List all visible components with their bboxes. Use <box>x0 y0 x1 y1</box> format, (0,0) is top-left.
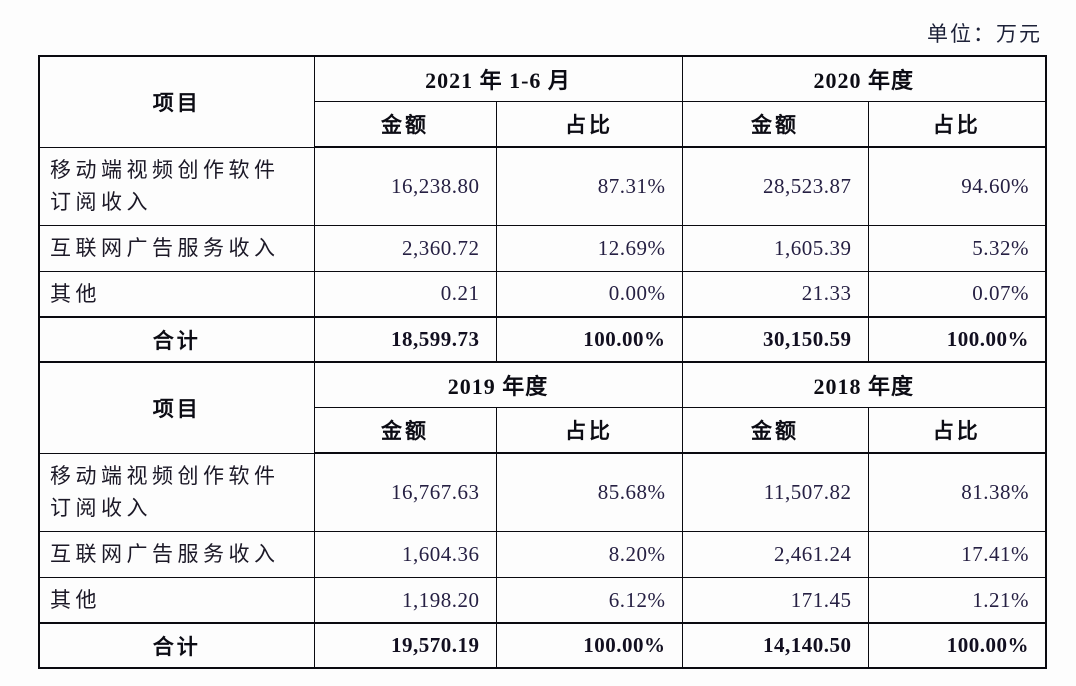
amount-cell: 1,198.20 <box>313 576 497 624</box>
ratio-header-cell: 占比 <box>867 100 1047 148</box>
amount-cell: 18,599.73 <box>313 316 497 364</box>
total-row: 合计 18,599.73 100.00% 30,150.59 100.00% <box>38 316 1047 364</box>
amount-cell: 1,605.39 <box>681 224 869 272</box>
amount-cell: 16,238.80 <box>313 146 497 226</box>
ratio-cell: 8.20% <box>495 530 683 578</box>
period-header-cell: 2019 年度 <box>313 361 683 408</box>
period-header-cell: 2018 年度 <box>681 361 1047 408</box>
row-item-cell: 其他 <box>38 576 315 624</box>
ratio-cell: 100.00% <box>495 316 683 364</box>
ratio-cell: 5.32% <box>867 224 1047 272</box>
table-row: 互联网广告服务收入 2,360.72 12.69% 1,605.39 5.32% <box>38 224 1047 272</box>
ratio-cell: 81.38% <box>867 452 1047 532</box>
row-item-cell: 移动端视频创作软件订阅收入 <box>38 146 315 226</box>
amount-cell: 30,150.59 <box>681 316 869 364</box>
header-row-subcols-1: 金额 占比 金额 占比 <box>39 100 1047 148</box>
table-row: 移动端视频创作软件订阅收入 16,767.63 85.68% 11,507.82… <box>38 452 1047 532</box>
amount-cell: 16,767.63 <box>313 452 497 532</box>
ratio-cell: 100.00% <box>867 622 1047 670</box>
row-item-cell: 移动端视频创作软件订阅收入 <box>38 452 315 532</box>
ratio-cell: 1.21% <box>867 576 1047 624</box>
item-header-cell: 项目 <box>38 55 315 148</box>
amount-cell: 2,461.24 <box>681 530 869 578</box>
row-item-cell: 互联网广告服务收入 <box>38 530 315 578</box>
ratio-cell: 100.00% <box>495 622 683 670</box>
period-header-cell: 2020 年度 <box>681 55 1047 102</box>
ratio-cell: 87.31% <box>495 146 683 226</box>
ratio-cell: 17.41% <box>867 530 1047 578</box>
amount-header-cell: 金额 <box>681 406 869 455</box>
table-row: 移动端视频创作软件订阅收入 16,238.80 87.31% 28,523.87… <box>38 146 1047 226</box>
revenue-breakdown-table: 项目 2021 年 1-6 月 2020 年度 金额 占比 金额 占比 移动端视… <box>38 55 1048 670</box>
total-label-cell: 合计 <box>38 622 315 670</box>
amount-cell: 11,507.82 <box>681 452 869 532</box>
amount-cell: 1,604.36 <box>313 530 497 578</box>
header-row-periods-1: 项目 2021 年 1-6 月 2020 年度 <box>38 55 1047 148</box>
amount-cell: 14,140.50 <box>681 622 869 670</box>
ratio-cell: 12.69% <box>495 224 683 272</box>
header-row-periods-2: 项目 2019 年度 2018 年度 <box>38 361 1047 454</box>
period-header-cell: 2021 年 1-6 月 <box>313 55 683 102</box>
ratio-header-cell: 占比 <box>867 406 1047 455</box>
table-row: 其他 1,198.20 6.12% 171.45 1.21% <box>38 576 1047 624</box>
ratio-cell: 0.00% <box>495 270 683 318</box>
ratio-cell: 85.68% <box>495 452 683 532</box>
amount-cell: 171.45 <box>681 576 869 624</box>
header-row-subcols-2: 金额 占比 金额 占比 <box>39 406 1047 455</box>
total-label-cell: 合计 <box>38 316 315 364</box>
ratio-cell: 0.07% <box>867 270 1047 318</box>
amount-header-cell: 金额 <box>681 100 869 148</box>
table-row: 其他 0.21 0.00% 21.33 0.07% <box>38 270 1047 318</box>
ratio-header-cell: 占比 <box>495 406 683 455</box>
amount-cell: 28,523.87 <box>681 146 869 226</box>
total-row: 合计 19,570.19 100.00% 14,140.50 100.00% <box>38 622 1047 670</box>
amount-cell: 21.33 <box>681 270 869 318</box>
amount-header-cell: 金额 <box>313 406 497 455</box>
item-header-cell: 项目 <box>38 361 315 454</box>
ratio-cell: 100.00% <box>867 316 1047 364</box>
amount-header-cell: 金额 <box>313 100 497 148</box>
unit-label: 单位：万元 <box>927 22 1042 46</box>
row-item-cell: 其他 <box>38 270 315 318</box>
amount-cell: 2,360.72 <box>313 224 497 272</box>
ratio-header-cell: 占比 <box>495 100 683 148</box>
amount-cell: 19,570.19 <box>313 622 497 670</box>
table-row: 互联网广告服务收入 1,604.36 8.20% 2,461.24 17.41% <box>38 530 1047 578</box>
ratio-cell: 6.12% <box>495 576 683 624</box>
amount-cell: 0.21 <box>313 270 497 318</box>
ratio-cell: 94.60% <box>867 146 1047 226</box>
row-item-cell: 互联网广告服务收入 <box>38 224 315 272</box>
